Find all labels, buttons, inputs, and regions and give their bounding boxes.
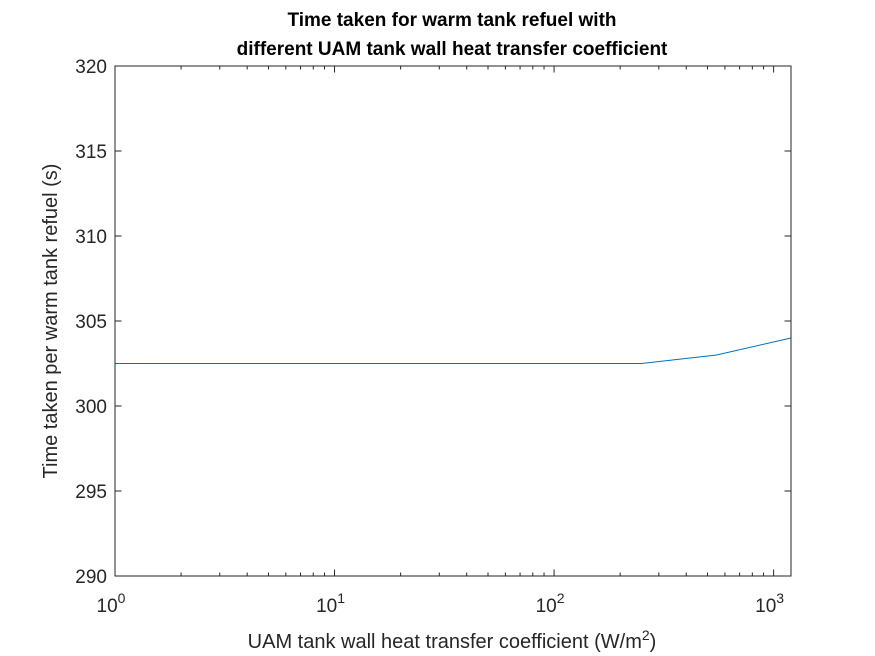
x-tick-label-base: 10 [97, 596, 118, 617]
chart-title-line-1: Time taken for warm tank refuel with [287, 10, 616, 31]
series-line [115, 337, 792, 364]
chart-title-line-2: different UAM tank wall heat transfer co… [237, 39, 668, 60]
x-tick-label-exponent: 1 [337, 590, 345, 606]
axes-box [114, 65, 792, 577]
y-tick-labels: 290 295 300 305 310 315 320 [75, 57, 107, 588]
series-layer [115, 337, 792, 364]
x-tick-label-exponent: 2 [557, 590, 565, 606]
x-tick-label-exponent: 3 [776, 590, 784, 606]
x-tick-label-base: 10 [755, 596, 776, 617]
x-tick-label: 103 [755, 590, 784, 617]
x-axis-label-suffix: ) [650, 631, 657, 653]
plot-area [115, 66, 791, 576]
x-tick-labels: 100 101 102 103 [97, 590, 785, 617]
x-tick-label-exponent: 0 [118, 590, 126, 606]
y-tick-label: 305 [75, 312, 107, 333]
x-tick-label: 100 [97, 590, 126, 617]
x-axis-label: UAM tank wall heat transfer coefficient … [248, 627, 657, 653]
y-tick-label: 295 [75, 482, 107, 503]
y-tick-label: 315 [75, 142, 107, 163]
x-axis-label-text: UAM tank wall heat transfer coefficient … [248, 631, 642, 653]
y-tick-label: 310 [75, 227, 107, 248]
x-tick-label-base: 10 [316, 596, 337, 617]
y-tick-label: 290 [75, 567, 107, 588]
x-tick-label: 101 [316, 590, 345, 617]
y-tick-label: 320 [75, 57, 107, 78]
y-axis-label: Time taken per warm tank refuel (s) [40, 164, 62, 479]
x-tick-label: 102 [536, 590, 565, 617]
y-tick-label: 300 [75, 397, 107, 418]
x-tick-label-base: 10 [536, 596, 557, 617]
x-axis-label-superscript: 2 [642, 627, 650, 643]
